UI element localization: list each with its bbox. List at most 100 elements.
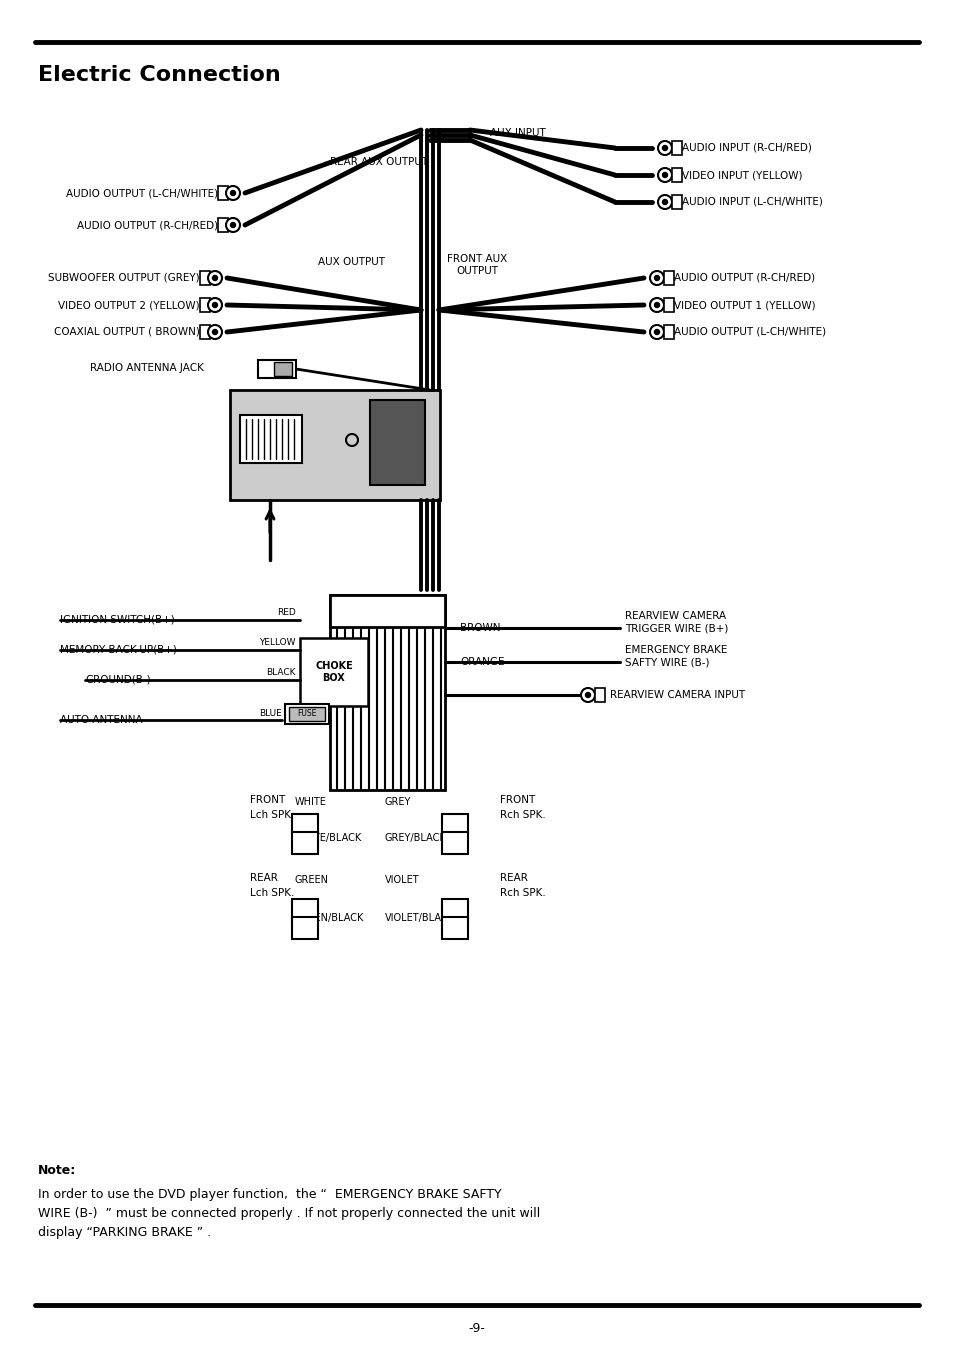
Circle shape	[226, 187, 240, 200]
Circle shape	[585, 692, 590, 698]
Circle shape	[661, 200, 667, 204]
Text: Lch SPK.: Lch SPK.	[250, 810, 294, 821]
Bar	[200, 297, 210, 312]
Text: AUTO ANTENNA: AUTO ANTENNA	[60, 715, 143, 725]
Text: CHOKE
BOX: CHOKE BOX	[314, 661, 353, 683]
Text: FRONT: FRONT	[250, 795, 285, 804]
Bar	[292, 917, 317, 940]
Bar	[441, 814, 468, 836]
Circle shape	[213, 303, 217, 307]
Text: AUDIO INPUT (L-CH/WHITE): AUDIO INPUT (L-CH/WHITE)	[681, 197, 822, 207]
Text: FRONT: FRONT	[499, 795, 535, 804]
Text: VIDEO OUTPUT 1 (YELLOW): VIDEO OUTPUT 1 (YELLOW)	[673, 300, 815, 310]
Text: +: +	[449, 903, 460, 917]
Bar	[441, 917, 468, 940]
Text: Rch SPK.: Rch SPK.	[499, 888, 545, 898]
Text: VIDEO OUTPUT 2 (YELLOW): VIDEO OUTPUT 2 (YELLOW)	[58, 300, 200, 310]
Bar	[289, 707, 325, 721]
Circle shape	[654, 276, 659, 280]
Text: REARVIEW CAMERA INPUT: REARVIEW CAMERA INPUT	[609, 690, 744, 700]
Text: RED: RED	[277, 608, 295, 618]
Circle shape	[208, 297, 222, 312]
Bar	[218, 187, 228, 200]
Text: YELLOW: YELLOW	[259, 638, 295, 648]
Text: IGNITION SWITCH(B+): IGNITION SWITCH(B+)	[60, 615, 174, 625]
Text: VIOLET/BLACK: VIOLET/BLACK	[385, 913, 455, 923]
Text: -: -	[452, 837, 457, 849]
Bar	[292, 831, 317, 854]
Bar	[671, 195, 681, 210]
Text: VIDEO INPUT (YELLOW): VIDEO INPUT (YELLOW)	[681, 170, 801, 180]
Text: Note:: Note:	[38, 1164, 76, 1176]
Bar	[441, 831, 468, 854]
Bar	[299, 638, 368, 706]
Text: COAXIAL OUTPUT ( BROWN): COAXIAL OUTPUT ( BROWN)	[54, 327, 200, 337]
Text: -: -	[302, 837, 307, 849]
Text: GROUND(B-): GROUND(B-)	[85, 675, 151, 685]
Bar	[671, 168, 681, 183]
Text: EMERGENCY BRAKE
SAFTY WIRE (B-): EMERGENCY BRAKE SAFTY WIRE (B-)	[624, 645, 726, 667]
Circle shape	[208, 270, 222, 285]
Bar	[200, 270, 210, 285]
Text: VIOLET: VIOLET	[385, 875, 419, 886]
Circle shape	[649, 297, 663, 312]
Text: ORANGE: ORANGE	[459, 657, 504, 667]
Text: MEMORY BACK-UP(B+): MEMORY BACK-UP(B+)	[60, 645, 176, 654]
Text: REAR AUX OUTPUT: REAR AUX OUTPUT	[330, 157, 428, 168]
Bar	[663, 324, 673, 339]
Text: Rch SPK.: Rch SPK.	[499, 810, 545, 821]
Text: BLACK: BLACK	[266, 668, 295, 677]
Circle shape	[231, 223, 235, 227]
Text: AUDIO INPUT (R-CH/RED): AUDIO INPUT (R-CH/RED)	[681, 143, 811, 153]
Circle shape	[208, 324, 222, 339]
Text: AUX INPUT: AUX INPUT	[490, 128, 545, 138]
Circle shape	[658, 141, 671, 155]
Text: AUDIO OUTPUT (R-CH/RED): AUDIO OUTPUT (R-CH/RED)	[77, 220, 218, 230]
Bar	[595, 688, 604, 702]
Text: In order to use the DVD player function,  the “  EMERGENCY BRAKE SAFTY
WIRE (B-): In order to use the DVD player function,…	[38, 1188, 539, 1238]
Text: REARVIEW CAMERA
TRIGGER WIRE (B+): REARVIEW CAMERA TRIGGER WIRE (B+)	[624, 611, 727, 633]
Circle shape	[661, 173, 667, 177]
Circle shape	[658, 195, 671, 210]
Text: GREEN: GREEN	[294, 875, 329, 886]
Bar	[663, 297, 673, 312]
Circle shape	[661, 146, 667, 150]
Text: BROWN: BROWN	[459, 623, 500, 633]
Circle shape	[226, 218, 240, 233]
Bar	[218, 218, 228, 233]
Circle shape	[658, 168, 671, 183]
Text: -: -	[302, 922, 307, 934]
Bar	[663, 270, 673, 285]
Bar	[671, 141, 681, 155]
Circle shape	[580, 688, 595, 702]
Text: GREEN/BLACK: GREEN/BLACK	[294, 913, 364, 923]
Text: GREY: GREY	[385, 796, 411, 807]
Text: +: +	[299, 818, 310, 831]
Bar	[441, 899, 468, 921]
Bar	[200, 324, 210, 339]
Bar	[292, 814, 317, 836]
Text: -: -	[452, 922, 457, 934]
Text: FRONT AUX
OUTPUT: FRONT AUX OUTPUT	[446, 254, 507, 276]
Circle shape	[231, 191, 235, 196]
Circle shape	[213, 276, 217, 280]
Bar	[285, 704, 329, 725]
Text: AUX OUTPUT: AUX OUTPUT	[317, 257, 385, 266]
Text: RADIO ANTENNA JACK: RADIO ANTENNA JACK	[90, 362, 204, 373]
Bar	[292, 899, 317, 921]
Text: Lch SPK.: Lch SPK.	[250, 888, 294, 898]
Text: GREY/BLACK: GREY/BLACK	[385, 833, 446, 844]
Text: +: +	[449, 818, 460, 831]
Bar	[274, 362, 292, 376]
Bar	[257, 360, 295, 379]
Text: BLUE: BLUE	[259, 710, 282, 718]
Text: AUDIO OUTPUT (L-CH/WHITE): AUDIO OUTPUT (L-CH/WHITE)	[66, 188, 218, 197]
Text: AUDIO OUTPUT (L-CH/WHITE): AUDIO OUTPUT (L-CH/WHITE)	[673, 327, 825, 337]
Text: FUSE: FUSE	[297, 710, 316, 718]
Circle shape	[654, 303, 659, 307]
Text: +: +	[299, 903, 310, 917]
Text: WHITE/BLACK: WHITE/BLACK	[294, 833, 362, 844]
Text: SUBWOOFER OUTPUT (GREY): SUBWOOFER OUTPUT (GREY)	[49, 273, 200, 283]
Bar	[330, 595, 444, 627]
Bar	[230, 389, 439, 500]
